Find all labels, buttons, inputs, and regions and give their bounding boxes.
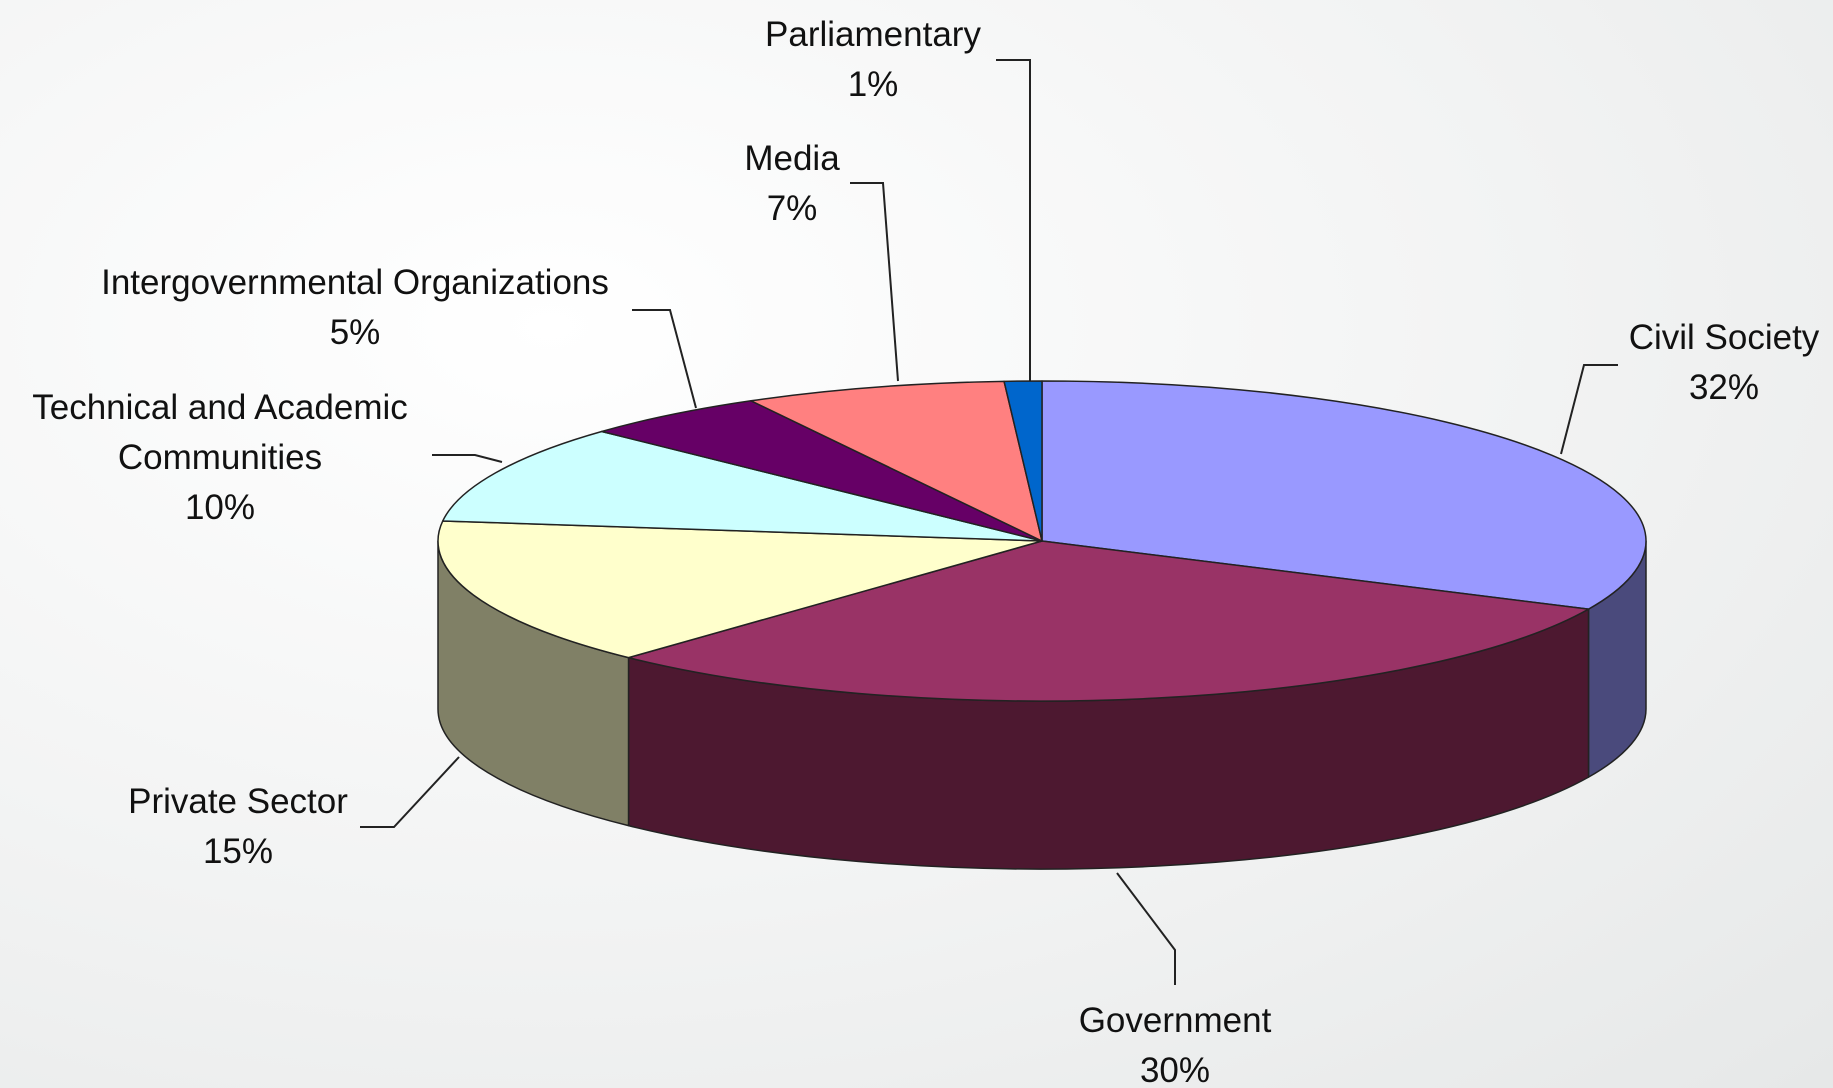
data-label-government: Government 30%	[1079, 1001, 1272, 1088]
data-label-parliamentary: Parliamentary 1%	[765, 15, 981, 104]
slice-percent: 15%	[203, 832, 273, 871]
data-label-technical-and-academic-communities: Technical and Academic Communities 10%	[32, 388, 408, 527]
leader-line-private-sector	[360, 756, 460, 828]
data-label-civil-society: Civil Society 32%	[1629, 318, 1820, 407]
leader-lines	[360, 59, 1618, 985]
slice-media	[750, 380, 1043, 542]
slice-name: Communities	[118, 438, 322, 477]
slice-percent: 7%	[767, 189, 818, 228]
pie-sides	[437, 540, 1647, 870]
slice-name: Media	[744, 139, 840, 178]
leader-line-intergovernmental-organizations	[632, 309, 697, 409]
data-label-media: Media 7%	[744, 139, 840, 228]
slice-percent: 32%	[1689, 368, 1759, 407]
data-label-intergovernmental-organizations: Intergovernmental Organizations 5%	[101, 263, 609, 352]
slice-name: Government	[1079, 1001, 1272, 1040]
slice-name: Intergovernmental Organizations	[101, 263, 609, 302]
leader-line-media	[850, 182, 899, 382]
slice-name: Technical and Academic	[32, 388, 408, 427]
data-label-private-sector: Private Sector 15%	[128, 782, 348, 871]
slice-parliamentary	[1003, 380, 1043, 542]
slice-labels: Civil Society 32% Government 30% Private Sec…	[32, 15, 1820, 1088]
slice-civil-society	[1041, 380, 1647, 610]
leader-line-civil-society	[1560, 364, 1618, 455]
slice-name: Parliamentary	[765, 15, 981, 54]
leader-line-government	[1116, 872, 1176, 985]
leader-line-technical-and-academic-communities	[432, 454, 503, 463]
slice-percent: 1%	[848, 65, 899, 104]
slice-percent: 30%	[1140, 1051, 1210, 1088]
slice-technical-and-academic-communities	[442, 430, 1043, 542]
pie-tops	[437, 380, 1647, 702]
slice-name: Private Sector	[128, 782, 348, 821]
leader-line-parliamentary	[996, 59, 1031, 381]
slice-percent: 5%	[330, 313, 381, 352]
slice-private-sector	[437, 520, 1043, 659]
slice-intergovernmental-organizations	[600, 400, 1043, 542]
slice-name: Civil Society	[1629, 318, 1820, 357]
slice-government	[627, 540, 1590, 702]
slice-percent: 10%	[185, 488, 255, 527]
